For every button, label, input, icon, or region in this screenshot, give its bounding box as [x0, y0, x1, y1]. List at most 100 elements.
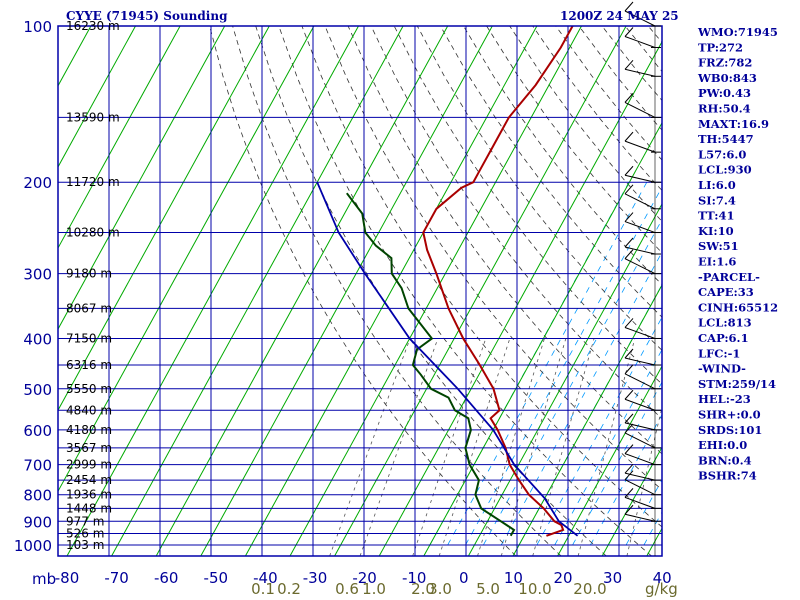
pressure-tick-label: 400: [23, 330, 52, 348]
height-label: 4180 m: [66, 423, 112, 437]
stability-index: LI:6.0: [698, 178, 736, 192]
dry-adiabat-line: [370, 26, 662, 420]
stability-index: BRN:0.4: [698, 453, 752, 467]
height-label: 1936 m: [66, 488, 112, 502]
isotherm-line: [289, 26, 582, 556]
stability-index: CAPE:33: [698, 285, 754, 299]
observation-time: 1200Z 24 MAY 25: [560, 9, 679, 23]
mixing-ratio-line: [412, 338, 487, 556]
wind-barb-flag-icon: [624, 237, 634, 248]
moist-adiabat-line: [465, 186, 662, 546]
stability-index: LFC:-1: [698, 346, 740, 360]
plot-frame: [57, 25, 663, 557]
wind-barb-flag-icon: [624, 318, 634, 328]
wind-barb-flag-icon: [624, 463, 634, 474]
wind-barb-flag-icon: [624, 389, 634, 400]
isotherm-line: [66, 26, 359, 556]
isotherm-line: [601, 446, 662, 556]
dry-adiabat-line: [393, 26, 662, 385]
stability-index: STM:259/14: [698, 377, 776, 391]
stability-index: SI:7.4: [698, 193, 736, 207]
wind-barb-icon: [624, 398, 656, 411]
height-label: 10280 m: [66, 226, 120, 240]
wind-barb-icon: [624, 453, 656, 466]
dry-adiabats: [209, 26, 662, 556]
mixing-ratio-label: 5.0: [476, 580, 500, 598]
stability-index: PW:0.43: [698, 86, 751, 100]
wind-barb-flag-icon: [624, 413, 634, 424]
isotherm-line: [58, 26, 226, 331]
pressure-axis-labels: 100 200 300 400 500 600 700 800 900 1000: [14, 18, 52, 555]
height-label: 9180 m: [66, 267, 112, 281]
stability-index: LCL:930: [698, 163, 752, 177]
isotherm-line: [512, 284, 662, 556]
temperature-tick-label: -10: [402, 569, 427, 587]
mixing-ratio-labels: 0.1 0.2 0.6 1.0 2.03.0 5.0 10.0 20.0: [251, 580, 607, 598]
temperature-tick-label: 30: [603, 569, 622, 587]
mixing-ratio-label: 10.0: [518, 580, 551, 598]
temperature-tick-label: 0: [459, 569, 469, 587]
height-label: 6316 m: [66, 358, 112, 372]
stability-index: L57:6.0: [698, 147, 746, 161]
height-label: 103 m: [66, 538, 104, 552]
pressure-tick-label: 700: [23, 457, 52, 475]
temperature-tick-label: -60: [154, 569, 179, 587]
wind-barb-icon: [624, 357, 656, 366]
isotherm-line: [58, 26, 181, 250]
temperature-tick-label: -50: [204, 569, 229, 587]
wind-barb-flag-icon: [624, 348, 634, 359]
wind-barb-flag-icon: [624, 184, 634, 195]
wind-barb-flag-icon: [624, 131, 634, 142]
stability-index: SW:51: [698, 239, 739, 253]
temperature-tick-label: -20: [352, 569, 377, 587]
mixing-ratio-label: 0.1: [251, 580, 275, 598]
wind-barb-icon: [624, 68, 656, 77]
stability-index: TT:41: [698, 209, 735, 223]
temperature-tick-label: -80: [55, 569, 80, 587]
mixing-ratio-unit-label: g/kg: [645, 580, 678, 598]
dry-adiabat-line: [440, 26, 662, 318]
wind-barb-icon: [624, 10, 656, 27]
wind-barb-flag-icon: [624, 470, 634, 481]
pressure-tick-label: 800: [23, 487, 52, 505]
wind-barb-flag-icon: [624, 93, 634, 103]
wind-barb-flag-icon: [624, 423, 634, 434]
stability-index: FRZ:782: [698, 56, 752, 70]
temperature-tick-label: 20: [553, 569, 572, 587]
pressure-unit-label: mb: [32, 570, 56, 588]
dry-adiabat-line: [255, 26, 607, 556]
moist-adiabat-line: [590, 413, 662, 546]
height-label: 11720 m: [66, 175, 120, 189]
mixing-ratio-label: 0.6: [335, 580, 359, 598]
stability-index: TH:5447: [698, 132, 754, 146]
stability-index: -PARCEL-: [698, 270, 760, 284]
stability-index: SRDS:101: [698, 423, 762, 437]
wind-barb-icon: [624, 101, 656, 118]
pressure-tick-label: 300: [23, 266, 52, 284]
height-label: 16230 m: [66, 19, 120, 33]
wind-barb-flag-icon: [624, 27, 634, 37]
temperature-tick-label: -70: [104, 569, 129, 587]
wind-barb-flag-icon: [624, 59, 634, 70]
dry-adiabat-line: [278, 26, 652, 556]
mixing-ratio-line: [438, 338, 511, 556]
mixing-ratio-line: [577, 338, 636, 556]
stability-index: -WIND-: [698, 362, 746, 376]
wind-barb-icon: [624, 496, 656, 509]
moist-adiabat-line: [554, 348, 662, 546]
moist-adiabat-line: [447, 182, 648, 546]
moist-adiabat-line: [625, 478, 662, 546]
wind-barb-icon: [624, 258, 656, 275]
height-labels: 16230 m 13590 m 11720 m 10280 m 9180 m 8067 m…: [66, 19, 120, 552]
wind-barb-flag-icon: [624, 364, 634, 375]
stability-index: KI:10: [698, 224, 734, 238]
stability-index: CINH:65512: [698, 300, 778, 314]
wind-barb-flag-icon: [624, 504, 634, 515]
stability-index: RH:50.4: [698, 102, 751, 116]
height-label: 977 m: [66, 514, 104, 528]
wind-barb-icon: [624, 327, 656, 339]
station-title: CYYE (71945) Sounding: [66, 9, 228, 23]
dry-adiabat-line: [347, 26, 662, 455]
wind-barb-icon: [624, 246, 656, 255]
wind-barb-icon: [624, 140, 656, 153]
